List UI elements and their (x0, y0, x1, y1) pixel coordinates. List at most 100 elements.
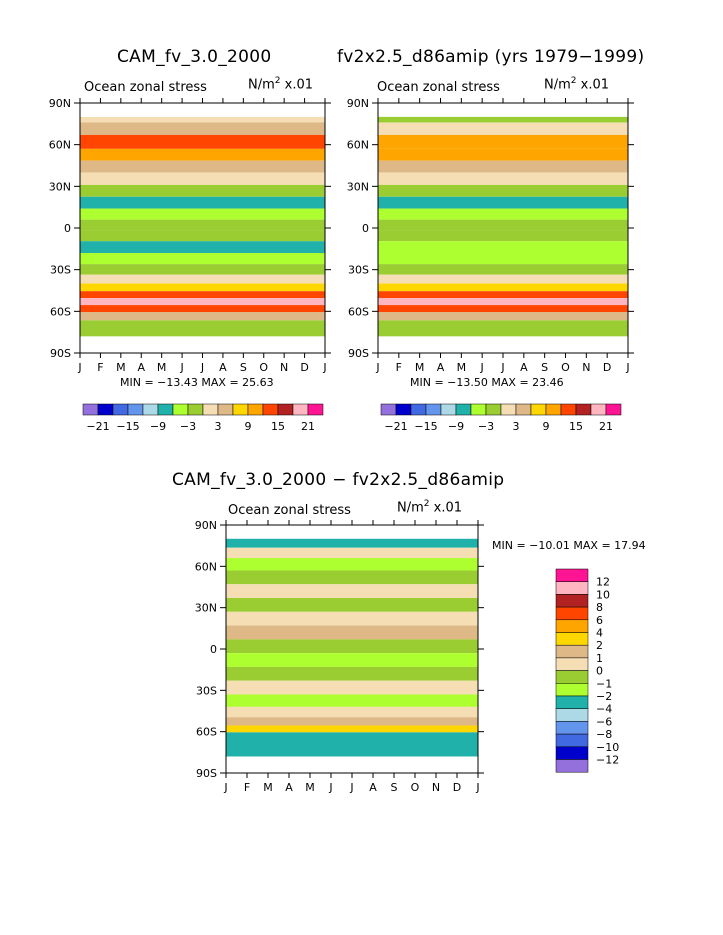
band-lat-42 (226, 584, 478, 599)
band-lat--18 (226, 666, 478, 681)
panel3-minmax: MIN = −10.01 MAX = 17.94 (492, 539, 646, 552)
band-lat--46 (226, 706, 478, 718)
band-lat-2 (226, 639, 478, 654)
band-lat-52 (378, 148, 628, 161)
colorbar-swatch (555, 733, 589, 748)
colorbar-label: 3 (513, 420, 520, 433)
panel1-min: MIN = −13.43 (120, 376, 198, 389)
panel3-units-scale: x.01 (433, 500, 463, 516)
x-tick-label: S (541, 361, 548, 374)
colorbar-label: 15 (569, 420, 583, 433)
y-tick-label: 30N (195, 602, 217, 615)
colorbar-label: 21 (599, 420, 613, 433)
band-lat--37 (378, 274, 628, 284)
colorbar-swatch (470, 403, 487, 416)
band-lat-80 (378, 116, 628, 123)
y-tick-label: 60S (348, 305, 369, 318)
band-lat--48 (80, 291, 325, 299)
panel3-subtitle: Ocean zonal stress (228, 503, 351, 518)
y-tick-label: 90S (348, 347, 369, 360)
x-tick-label: A (219, 361, 227, 374)
band-lat-35 (80, 172, 325, 185)
band-lat-45 (80, 160, 325, 173)
panel2-units-text: N/m (544, 77, 571, 93)
colorbar-swatch (555, 568, 589, 582)
x-tick-label: J (480, 361, 484, 374)
x-tick-label: M (263, 781, 273, 794)
colorbar-label: 15 (271, 420, 285, 433)
y-tick-label: 90S (50, 347, 71, 360)
band-lat-2 (80, 219, 325, 231)
band-lat-70 (226, 547, 478, 559)
x-tick-label: M (157, 361, 167, 374)
panel3-min: MIN = −10.01 (492, 539, 570, 552)
colorbar-label: −3 (478, 420, 494, 433)
x-tick-label: D (300, 361, 308, 374)
colorbar-swatch (605, 403, 622, 416)
x-tick-label: J (179, 361, 183, 374)
colorbar-swatch (410, 403, 427, 416)
colorbar-label: 3 (215, 420, 222, 433)
colorbar-label: −2 (596, 690, 612, 703)
x-tick-label: O (411, 781, 420, 794)
band-lat--63 (378, 312, 628, 321)
band-lat-80 (80, 116, 325, 123)
x-tick-label: O (259, 361, 268, 374)
colorbar-swatch (395, 403, 412, 416)
colorbar-swatch (555, 670, 589, 684)
y-tick-label: 90N (347, 97, 369, 110)
y-tick-label: 60N (195, 560, 217, 573)
band-lat-35 (378, 172, 628, 185)
band-lat--30 (80, 264, 325, 275)
band-lat-12 (226, 625, 478, 640)
y-tick-label: 60N (49, 139, 71, 152)
colorbar-label: −8 (596, 728, 612, 741)
colorbar-swatch (112, 403, 129, 416)
band-lat--63 (80, 312, 325, 321)
colorbar-swatch (292, 403, 309, 416)
panel3-max: MAX = 17.94 (573, 539, 646, 552)
colorbar-swatch (455, 403, 472, 416)
colorbar-label: −6 (596, 715, 612, 728)
band-lat--5 (80, 230, 325, 242)
panel1-units-scale: x.01 (284, 77, 314, 93)
band-lat--70 (80, 320, 325, 337)
panel1-minmax: MIN = −13.43 MAX = 25.63 (120, 376, 274, 389)
x-tick-label: J (223, 781, 227, 794)
band-lat--53 (226, 717, 478, 726)
band-lat-72 (378, 122, 628, 135)
band-lat--53 (80, 298, 325, 306)
colorbar-label: −21 (86, 420, 109, 433)
colorbar-label: −15 (414, 420, 437, 433)
band-lat--5 (378, 230, 628, 242)
colorbar-label: 8 (596, 601, 603, 614)
colorbar-swatch (515, 403, 532, 416)
panel2-subtitle: Ocean zonal stress (377, 80, 500, 95)
x-tick-label: D (603, 361, 611, 374)
x-tick-label: S (240, 361, 247, 374)
colorbar-swatch (555, 632, 589, 646)
colorbar-swatch (277, 403, 294, 416)
colorbar-label: −1 (596, 677, 612, 690)
colorbar-label: −10 (596, 741, 619, 754)
x-tick-label: A (520, 361, 528, 374)
panel1-max: MAX = 25.63 (201, 376, 274, 389)
x-tick-label: J (328, 781, 332, 794)
y-tick-label: 60S (50, 305, 71, 318)
colorbar-label: −15 (116, 420, 139, 433)
panel3-units: N/m2 x.01 (397, 499, 462, 515)
colorbar-swatch (247, 403, 264, 416)
colorbar-swatch (97, 403, 114, 416)
colorbar-swatch (485, 403, 502, 416)
colorbar-label: −3 (180, 420, 196, 433)
x-tick-label: F (396, 361, 402, 374)
panel1-units-text: N/m (248, 77, 275, 93)
band-lat-52 (226, 570, 478, 585)
panel2-minmax: MIN = −13.50 MAX = 23.46 (410, 376, 564, 389)
panel2-title: fv2x2.5_d86amip (yrs 1979−1999) (337, 47, 645, 67)
x-tick-label: A (137, 361, 145, 374)
band-lat-62 (378, 134, 628, 149)
